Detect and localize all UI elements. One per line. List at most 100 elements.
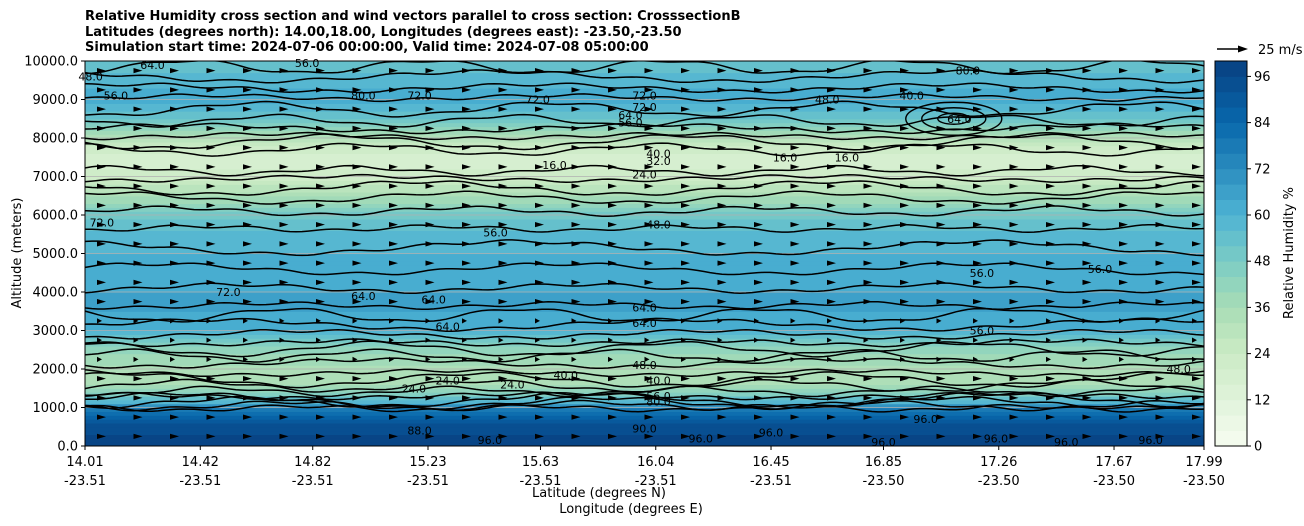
x-tick-label-lat: 15.63	[522, 455, 559, 470]
contour-label: 90.0	[632, 423, 657, 436]
contour-label: 16.0	[835, 151, 860, 164]
colorbar-segment	[1215, 415, 1247, 431]
wind-vector	[644, 356, 650, 362]
wind-vector	[1009, 164, 1019, 170]
wind-vector	[1119, 433, 1128, 439]
wind-vector	[170, 433, 179, 439]
wind-vector	[754, 395, 763, 401]
colorbar-frame	[1214, 60, 1248, 447]
wind-vector	[644, 318, 650, 324]
wind-vector	[206, 202, 216, 208]
contour-line	[85, 173, 1204, 183]
wind-vector	[170, 260, 179, 266]
humidity-band	[85, 249, 1204, 255]
contour-line	[85, 61, 1204, 75]
wind-vector	[170, 68, 179, 74]
wind-vector	[352, 299, 362, 305]
wind-vector	[279, 318, 285, 324]
wind-vector	[1155, 106, 1165, 112]
wind-vector	[681, 376, 690, 382]
wind-vector	[1009, 395, 1019, 401]
contour-label: 56.0	[483, 226, 508, 239]
wind-vector	[608, 183, 617, 189]
wind-vector	[790, 164, 800, 170]
y-tick-label: 10000.0	[24, 55, 78, 70]
colorbar-segment	[1215, 184, 1247, 200]
wind-vector	[243, 68, 252, 74]
wind-vector	[206, 222, 216, 228]
contour-label: 16.0	[773, 151, 798, 164]
wind-vector	[717, 106, 727, 112]
humidity-band	[85, 72, 1204, 77]
wind-vector	[717, 337, 723, 343]
humidity-band	[85, 157, 1204, 162]
wind-vector	[535, 279, 544, 285]
wind-vector	[790, 241, 800, 247]
wind-vector	[1009, 202, 1019, 208]
humidity-band	[85, 61, 1204, 66]
contour-label: 48.0	[646, 219, 671, 232]
wind-vector	[754, 222, 763, 228]
wind-vector	[608, 376, 617, 382]
humidity-band	[85, 103, 1204, 108]
wind-vector	[644, 241, 654, 247]
wind-vector	[316, 68, 325, 74]
wind-vector	[1082, 68, 1092, 74]
y-tick-label: 0.0	[57, 440, 78, 455]
wind-vector	[97, 395, 106, 401]
wind-vector	[608, 164, 617, 170]
wind-vector	[608, 106, 617, 112]
colorbar-segment	[1215, 61, 1247, 77]
wind-vector	[352, 164, 362, 170]
colorbar-segment	[1215, 215, 1247, 231]
wind-vector	[973, 299, 982, 305]
wind-vector	[608, 433, 617, 439]
colorbar-segment	[1215, 230, 1247, 247]
contour-label: 48.0	[1166, 363, 1191, 376]
wind-vector	[681, 164, 690, 170]
contour-line	[85, 378, 1204, 394]
wind-vector	[279, 414, 289, 420]
colorbar-tick-label: 0	[1254, 440, 1262, 455]
wind-vector	[863, 87, 873, 93]
wind-vector	[535, 376, 544, 382]
wind-vector	[352, 125, 362, 131]
humidity-band	[85, 265, 1204, 270]
wind-vector	[133, 318, 139, 324]
wind-vector	[97, 318, 102, 324]
wind-vector	[717, 376, 727, 382]
colorbar-tick-label: 12	[1254, 393, 1271, 408]
contour-line	[85, 190, 1204, 205]
humidity-band	[85, 388, 1204, 393]
wind-vector	[717, 241, 727, 247]
wind-vector	[644, 164, 654, 170]
wind-vector	[1009, 279, 1019, 285]
wind-vector	[352, 87, 362, 93]
wind-vector	[1046, 299, 1055, 305]
wind-vector	[754, 337, 759, 343]
wind-vector	[681, 395, 690, 401]
x-tick-label-lon: -23.51	[292, 474, 334, 489]
wind-vector	[498, 279, 508, 285]
wind-vector	[206, 279, 216, 285]
wind-vector	[936, 395, 946, 401]
wind-vector	[681, 318, 686, 324]
wind-vector	[425, 202, 435, 208]
wind-vector	[279, 279, 289, 285]
humidity-band	[85, 442, 1204, 446]
x-axis: 14.01 -23.51 14.42 -23.51 14.82 -23.51 15.23 -2…	[64, 446, 1225, 489]
wind-vector	[170, 125, 179, 131]
contour-line	[85, 122, 1204, 135]
humidity-band	[85, 195, 1204, 201]
humidity-band	[85, 345, 1204, 351]
wind-vector	[462, 106, 471, 112]
wind-vector	[717, 299, 727, 305]
contour-label: 72.0	[632, 101, 657, 114]
wind-vector	[279, 68, 289, 74]
wind-vector	[900, 222, 909, 228]
wind-vector	[243, 222, 252, 228]
wind-vector	[754, 299, 763, 305]
wind-vector	[790, 395, 800, 401]
wind-vector	[133, 87, 143, 93]
wind-vector	[1009, 241, 1019, 247]
